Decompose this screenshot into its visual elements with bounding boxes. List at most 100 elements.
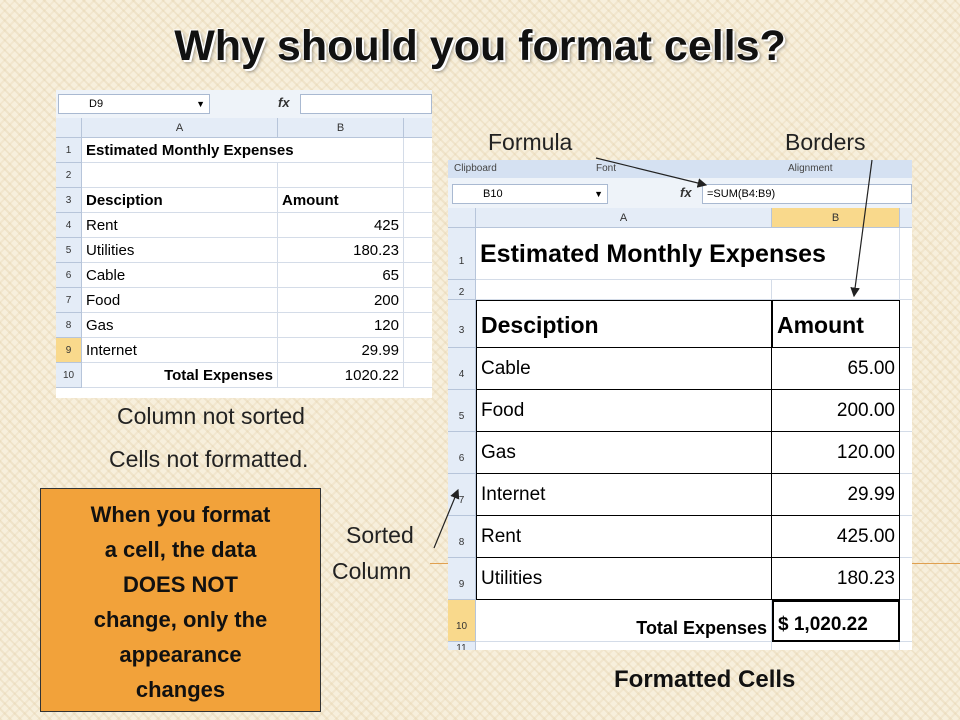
column-header-a[interactable]: A	[476, 208, 772, 228]
chevron-down-icon[interactable]: ▼	[594, 189, 603, 199]
expense-description[interactable]: Food	[82, 288, 278, 313]
expense-description[interactable]: Internet	[82, 338, 278, 363]
sheet-title[interactable]: Estimated Monthly Expenses	[476, 228, 900, 280]
grid-cell-c[interactable]	[404, 238, 432, 263]
select-all-corner[interactable]	[56, 118, 82, 138]
row-header[interactable]: 8	[56, 313, 82, 338]
row-header[interactable]: 1	[56, 138, 82, 163]
total-expenses-value[interactable]: $ 1,020.22	[772, 600, 900, 642]
grid-cell-c[interactable]	[900, 600, 912, 642]
grid-cell-c[interactable]	[404, 313, 432, 338]
grid-cell-c[interactable]	[900, 348, 912, 390]
expense-description[interactable]: Food	[476, 390, 772, 432]
row-header[interactable]: 8	[448, 516, 476, 558]
grid-cell[interactable]	[82, 163, 278, 188]
label-cells-not-formatted: Cells not formatted.	[109, 446, 309, 472]
expense-amount[interactable]: 65	[278, 263, 404, 288]
grid-cell-c[interactable]	[900, 432, 912, 474]
ribbon-group-clipboard[interactable]: Clipboard	[454, 163, 497, 174]
row-header[interactable]: 5	[56, 238, 82, 263]
expense-amount[interactable]: 200.00	[772, 390, 900, 432]
row-header[interactable]: 6	[448, 432, 476, 474]
grid-cell-c[interactable]	[900, 280, 912, 300]
expense-description[interactable]: Cable	[476, 348, 772, 390]
grid-cell[interactable]	[278, 163, 404, 188]
grid-cell[interactable]	[476, 280, 772, 300]
expense-description[interactable]: Rent	[82, 213, 278, 238]
expense-amount[interactable]: 180.23	[278, 238, 404, 263]
grid-cell-c[interactable]	[404, 138, 432, 163]
grid-cell-c[interactable]	[900, 474, 912, 516]
row-header[interactable]: 11	[448, 642, 476, 650]
expense-amount[interactable]: 425.00	[772, 516, 900, 558]
grid-cell-c[interactable]	[900, 228, 912, 280]
expense-amount[interactable]: 120	[278, 313, 404, 338]
total-expenses-value[interactable]: 1020.22	[278, 363, 404, 388]
sheet-title[interactable]: Estimated Monthly Expenses	[82, 138, 404, 163]
grid-cell[interactable]	[772, 280, 900, 300]
name-box[interactable]: B10 ▼	[452, 184, 608, 204]
formula-input[interactable]	[300, 94, 432, 114]
row-header[interactable]: 3	[448, 300, 476, 348]
grid-cell-c[interactable]	[404, 288, 432, 313]
formula-input[interactable]: =SUM(B4:B9)	[702, 184, 912, 204]
select-all-corner[interactable]	[448, 208, 476, 228]
expense-description[interactable]: Cable	[82, 263, 278, 288]
expense-amount[interactable]: 29.99	[772, 474, 900, 516]
column-header-b[interactable]: B	[278, 118, 404, 138]
row-header[interactable]: 7	[56, 288, 82, 313]
column-label-description[interactable]: Desciption	[476, 300, 772, 348]
fx-icon[interactable]: fx	[680, 185, 700, 203]
row-header[interactable]: 4	[448, 348, 476, 390]
grid-cell-c[interactable]	[900, 558, 912, 600]
expense-amount[interactable]: 120.00	[772, 432, 900, 474]
grid-cell-c[interactable]	[404, 338, 432, 363]
name-box[interactable]: D9 ▼	[58, 94, 210, 114]
grid-cell[interactable]	[772, 642, 900, 650]
fx-icon[interactable]: fx	[278, 95, 298, 113]
row-header[interactable]: 9	[56, 338, 82, 363]
row-header[interactable]: 5	[448, 390, 476, 432]
expense-amount[interactable]: 180.23	[772, 558, 900, 600]
expense-amount[interactable]: 200	[278, 288, 404, 313]
grid-cell-c[interactable]	[404, 163, 432, 188]
expense-description[interactable]: Internet	[476, 474, 772, 516]
grid-cell-c[interactable]	[404, 363, 432, 388]
total-expenses-label[interactable]: Total Expenses	[476, 600, 772, 642]
expense-description[interactable]: Rent	[476, 516, 772, 558]
total-expenses-label[interactable]: Total Expenses	[82, 363, 278, 388]
row-header[interactable]: 10	[448, 600, 476, 642]
column-label-amount[interactable]: Amount	[772, 300, 900, 348]
ribbon-group-alignment[interactable]: Alignment	[788, 163, 833, 174]
row-header[interactable]: 6	[56, 263, 82, 288]
grid-cell-c[interactable]	[404, 263, 432, 288]
ribbon-group-font[interactable]: Font	[596, 163, 617, 174]
row-header[interactable]: 2	[56, 163, 82, 188]
grid-cell[interactable]	[476, 642, 772, 650]
column-header-c[interactable]	[900, 208, 912, 228]
row-header[interactable]: 1	[448, 228, 476, 280]
grid-cell-c[interactable]	[900, 390, 912, 432]
expense-description[interactable]: Gas	[82, 313, 278, 338]
grid-cell-c[interactable]	[900, 516, 912, 558]
grid-cell-c[interactable]	[404, 213, 432, 238]
row-header[interactable]: 10	[56, 363, 82, 388]
grid-cell-c[interactable]	[900, 300, 912, 348]
grid-cell-c[interactable]	[404, 188, 432, 213]
expense-description[interactable]: Utilities	[82, 238, 278, 263]
expense-description[interactable]: Gas	[476, 432, 772, 474]
expense-description[interactable]: Utilities	[476, 558, 772, 600]
column-header-b[interactable]: B	[772, 208, 900, 228]
column-label-description[interactable]: Desciption	[82, 188, 278, 213]
row-header[interactable]: 9	[448, 558, 476, 600]
expense-amount[interactable]: 29.99	[278, 338, 404, 363]
expense-amount[interactable]: 65.00	[772, 348, 900, 390]
column-header-c[interactable]	[404, 118, 432, 138]
row-header[interactable]: 4	[56, 213, 82, 238]
row-header[interactable]: 3	[56, 188, 82, 213]
row-header[interactable]: 2	[448, 280, 476, 300]
expense-amount[interactable]: 425	[278, 213, 404, 238]
column-label-amount[interactable]: Amount	[278, 188, 404, 213]
chevron-down-icon[interactable]: ▼	[196, 99, 205, 109]
column-header-a[interactable]: A	[82, 118, 278, 138]
